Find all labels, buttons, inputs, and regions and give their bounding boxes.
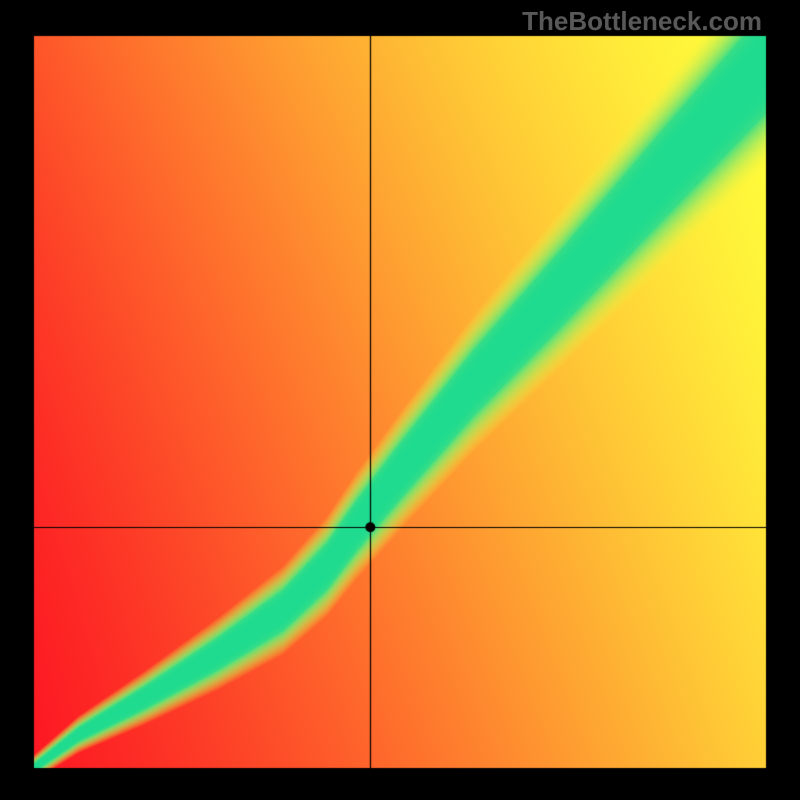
root-container: TheBottleneck.com	[0, 0, 800, 800]
bottleneck-heatmap-canvas	[0, 0, 800, 800]
attribution-label: TheBottleneck.com	[522, 6, 762, 37]
